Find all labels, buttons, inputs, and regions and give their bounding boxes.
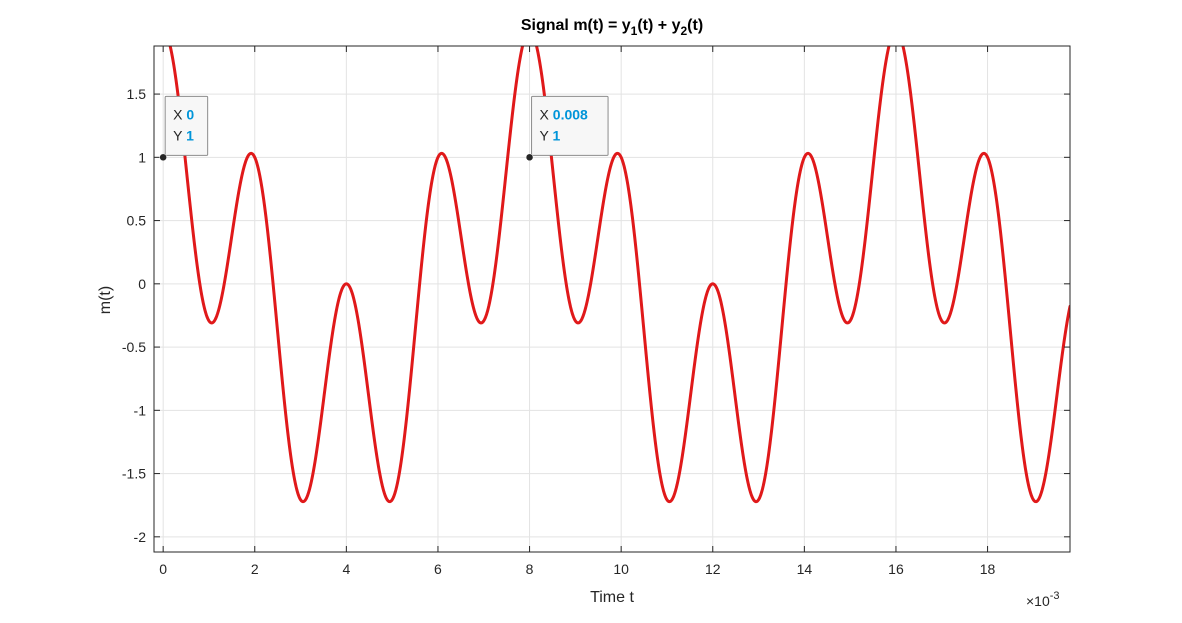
datatip-x-row: X 0.008	[540, 106, 588, 122]
datatip-x-row: X 0	[173, 106, 194, 122]
signal-curve-m-t[interactable]	[163, 31, 1070, 504]
y-tick-label: -2	[134, 529, 147, 545]
y-tick-label: 1	[138, 149, 146, 165]
y-tick-label: 0	[138, 276, 146, 292]
x-axis-ticks: 0 2 4 6 8 10 12 14 16 18	[159, 46, 996, 577]
x-tick-label: 8	[526, 561, 534, 577]
y-tick-label: -1	[134, 402, 147, 418]
x-tick-label: 12	[705, 561, 721, 577]
datatip-box	[531, 95, 609, 156]
chart-title: Signal m(t) = y1(t) + y2(t)	[521, 17, 703, 38]
x-tick-label: 16	[888, 561, 904, 577]
y-tick-label: 0.5	[127, 213, 147, 229]
x-tick-label: 0	[159, 561, 167, 577]
datatip-y-row: Y 1	[540, 127, 561, 143]
datatip-marker[interactable]	[525, 153, 534, 162]
x-tick-label: 10	[613, 561, 629, 577]
x-tick-label: 4	[342, 561, 350, 577]
signal-curve-layer	[163, 31, 1070, 504]
x-tick-label: 6	[434, 561, 442, 577]
axes-box	[153, 45, 1071, 553]
x-axis-exponent: ×10-3	[1026, 590, 1060, 609]
y-axis-label: m(t)	[97, 286, 114, 314]
x-axis-label: Time t	[590, 589, 634, 606]
datatip-y-row: Y 1	[173, 127, 194, 143]
y-tick-label: -1.5	[122, 466, 146, 482]
y-tick-label: 1.5	[127, 86, 147, 102]
datatip[interactable]: X 0.008 Y 1	[525, 95, 609, 162]
axes-background	[154, 46, 1070, 552]
x-tick-label: 18	[980, 561, 996, 577]
datatip[interactable]: X 0Y 1	[159, 95, 209, 162]
datatip-box	[164, 95, 209, 156]
datatip-marker[interactable]	[159, 153, 167, 162]
x-tick-label: 2	[251, 561, 259, 577]
x-tick-label: 14	[797, 561, 813, 577]
grid-lines	[154, 46, 1070, 552]
plot-area[interactable]: 0 2 4 6 8 10 12 14 16 18 -2 -1.5 -1 -0.5 0 0.5 1 1.5 X 0…	[122, 31, 1071, 577]
y-tick-label: -0.5	[122, 339, 146, 355]
y-axis-ticks: -2 -1.5 -1 -0.5 0 0.5 1 1.5	[122, 86, 1070, 545]
